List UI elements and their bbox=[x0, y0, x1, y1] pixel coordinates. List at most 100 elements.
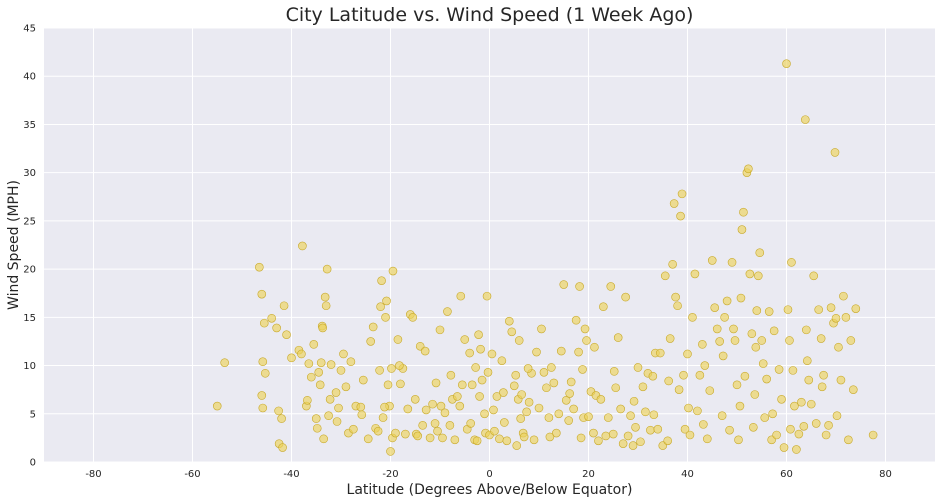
data-point bbox=[516, 414, 525, 423]
data-point bbox=[395, 361, 404, 370]
data-point bbox=[297, 349, 306, 359]
data-point bbox=[683, 349, 692, 359]
data-point bbox=[753, 271, 763, 281]
data-point bbox=[378, 413, 388, 422]
data-point bbox=[509, 381, 519, 391]
data-point bbox=[445, 421, 455, 430]
data-point bbox=[492, 392, 502, 401]
y-axis-label: Wind Speed (MPH) bbox=[6, 180, 22, 310]
data-point bbox=[774, 365, 784, 374]
data-point bbox=[613, 333, 623, 342]
data-point bbox=[669, 199, 679, 208]
data-point bbox=[420, 346, 430, 356]
data-point bbox=[455, 401, 465, 411]
data-point bbox=[638, 382, 648, 392]
y-tick-label: 40 bbox=[23, 72, 36, 83]
data-point bbox=[609, 367, 619, 376]
data-point bbox=[476, 344, 485, 354]
data-point bbox=[552, 428, 561, 438]
x-tick-label: 0 bbox=[486, 469, 492, 480]
data-point bbox=[336, 366, 346, 375]
data-point bbox=[312, 423, 322, 433]
data-point bbox=[739, 207, 748, 217]
data-point bbox=[511, 370, 521, 380]
data-point bbox=[274, 406, 283, 416]
data-point bbox=[782, 59, 791, 68]
data-point bbox=[431, 378, 441, 388]
data-point bbox=[737, 225, 747, 234]
data-point bbox=[512, 441, 522, 450]
data-point bbox=[749, 422, 758, 432]
data-point bbox=[677, 189, 687, 199]
x-tick-label: 20 bbox=[582, 469, 595, 480]
data-point bbox=[608, 429, 618, 439]
data-point bbox=[480, 409, 489, 419]
y-tick-label: 0 bbox=[30, 458, 36, 469]
data-point bbox=[809, 271, 819, 281]
data-point bbox=[547, 363, 556, 372]
data-point bbox=[258, 403, 268, 413]
data-point bbox=[321, 301, 331, 311]
data-point bbox=[318, 323, 327, 333]
data-point bbox=[490, 426, 499, 436]
data-point bbox=[633, 363, 643, 372]
data-point bbox=[616, 404, 625, 414]
data-point bbox=[382, 296, 391, 306]
data-point bbox=[477, 375, 487, 385]
data-point bbox=[715, 337, 724, 346]
data-point bbox=[772, 430, 781, 440]
data-point bbox=[665, 334, 675, 343]
data-point bbox=[539, 368, 549, 377]
data-point bbox=[646, 425, 655, 435]
data-point bbox=[569, 404, 578, 414]
y-tick-label: 45 bbox=[23, 24, 36, 35]
data-point bbox=[383, 380, 393, 390]
data-point bbox=[466, 419, 475, 428]
data-point bbox=[699, 420, 708, 429]
data-point bbox=[839, 291, 848, 301]
x-tick-label: -60 bbox=[184, 469, 200, 480]
data-point bbox=[679, 370, 688, 380]
y-axis-ticks: 0 5 10 15 20 25 30 35 40 45 bbox=[23, 24, 36, 469]
data-point bbox=[841, 313, 851, 322]
data-point bbox=[556, 346, 566, 356]
data-point bbox=[868, 430, 878, 440]
data-point bbox=[693, 406, 702, 416]
data-point bbox=[760, 413, 770, 422]
data-point bbox=[785, 336, 794, 345]
x-axis-ticks: -80 -60 -40 -20 0 20 40 60 80 bbox=[85, 469, 892, 480]
y-tick-label: 30 bbox=[23, 168, 36, 179]
data-point bbox=[826, 303, 836, 312]
data-point bbox=[339, 349, 348, 359]
data-point bbox=[465, 348, 475, 358]
data-point bbox=[534, 403, 544, 413]
data-point bbox=[381, 313, 390, 322]
y-tick-label: 25 bbox=[23, 216, 36, 227]
data-point bbox=[734, 435, 743, 445]
data-point bbox=[377, 276, 386, 285]
data-point bbox=[849, 385, 858, 394]
data-point bbox=[401, 429, 410, 439]
data-point bbox=[755, 248, 765, 258]
data-point bbox=[764, 307, 774, 316]
data-point bbox=[720, 313, 729, 322]
data-point bbox=[425, 433, 435, 443]
data-point bbox=[279, 301, 289, 311]
data-point bbox=[744, 164, 753, 174]
data-point bbox=[356, 402, 366, 412]
data-point bbox=[680, 424, 690, 434]
data-point bbox=[740, 371, 750, 381]
data-point bbox=[730, 336, 740, 345]
y-tick-label: 20 bbox=[23, 265, 36, 276]
data-point bbox=[611, 383, 621, 393]
data-point bbox=[332, 417, 342, 426]
data-point bbox=[358, 375, 368, 385]
data-point bbox=[272, 323, 281, 333]
data-point bbox=[801, 325, 811, 335]
data-point bbox=[660, 271, 670, 281]
y-tick-label: 35 bbox=[23, 120, 36, 131]
data-point bbox=[324, 411, 333, 421]
data-point bbox=[549, 378, 559, 388]
data-point bbox=[653, 424, 663, 434]
